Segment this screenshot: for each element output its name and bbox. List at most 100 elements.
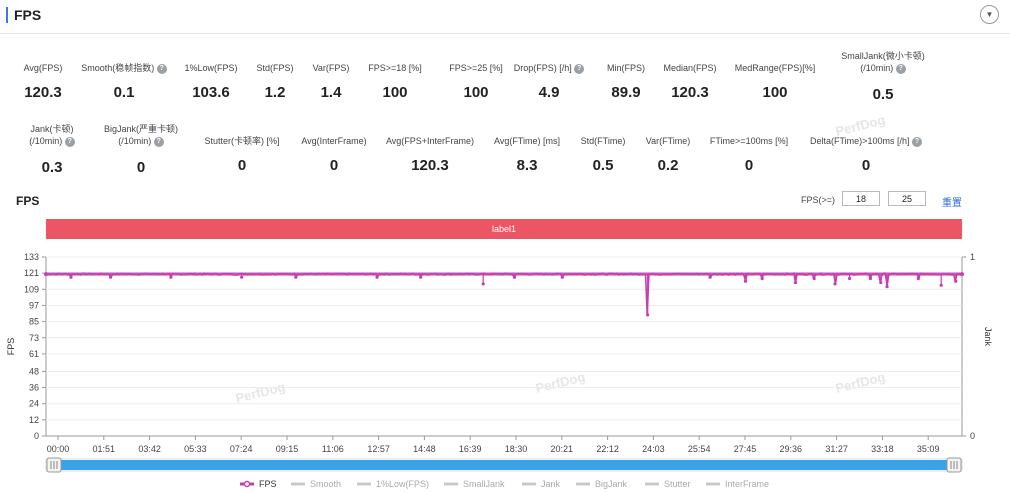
fps-dip-point (743, 279, 748, 283)
y2-axis-title: Jank (983, 327, 993, 347)
metric-label: Min(FPS) (607, 63, 645, 73)
y-tick-label: 121 (24, 268, 39, 278)
fps-dip-point (868, 276, 873, 281)
metric-delta-ftime-100ms-h: Delta(FTime)>100ms [/h] ? 0 (806, 135, 926, 174)
y-tick-label: 133 (24, 252, 39, 262)
fps-dip-point (419, 275, 423, 279)
help-icon[interactable]: ? (153, 136, 164, 147)
metric-std-ftime: Std(FTime) 0.5 (543, 135, 663, 174)
metric-value: 4.9 (538, 84, 560, 101)
metric-fps-25: FPS>=25 [%] 100 (416, 62, 536, 101)
metric-value: 0.5 (872, 86, 894, 103)
fps-dip-point (847, 276, 852, 281)
fps-series-end (960, 272, 964, 277)
chart-title: FPS (16, 194, 40, 208)
legend-item-smooth[interactable]: Smooth (310, 479, 341, 489)
label-band[interactable]: label1 (46, 219, 962, 239)
help-icon[interactable]: ? (911, 136, 922, 147)
metric-value: 1.4 (320, 84, 342, 101)
fps-series-band (46, 272, 962, 276)
panel-title: FPS (14, 7, 42, 23)
fps-dip-point (108, 275, 113, 279)
metric-value: 0 (744, 157, 754, 174)
metric-label: Drop(FPS) [/h] (513, 63, 572, 73)
metric-value: 8.3 (516, 157, 538, 174)
metric-smalljank: SmallJank(微小卡顿) (/10min) ? 0.5 (823, 50, 943, 103)
x-tick-label: 35:09 (917, 444, 940, 454)
metric-label: FPS>=25 [%] (449, 63, 503, 73)
fps-dip-point (954, 279, 958, 283)
fps-dip-point (69, 275, 73, 279)
metric-label: Jank(卡顿) (30, 124, 74, 134)
metric-label: Avg(FPS+InterFrame) (385, 136, 475, 146)
help-icon[interactable]: ? (156, 63, 167, 74)
legend-item-interframe[interactable]: InterFrame (725, 479, 769, 489)
help-icon[interactable]: ? (64, 136, 75, 147)
x-tick-label: 27:45 (734, 444, 757, 454)
x-tick-label: 33:18 (871, 444, 894, 454)
metric-value: 0.5 (592, 157, 614, 174)
metric-value: 0 (861, 157, 871, 174)
metric-label: Var(FTime) (645, 136, 691, 146)
legend-item-1-low-fps-[interactable]: 1%Low(FPS) (376, 479, 429, 489)
metric-1-low-fps: 1%Low(FPS) 103.6 (151, 62, 271, 101)
fps-dip-point (916, 276, 920, 281)
y2-tick-label: 0 (970, 431, 975, 441)
legend-item-jank[interactable]: Jank (541, 479, 561, 489)
metric-bigjank: BigJank(严重卡顿) (/10min) ? 0 (81, 123, 201, 176)
legend-marker[interactable] (243, 480, 251, 488)
range-slider-selection[interactable] (55, 460, 953, 470)
x-tick-label: 29:36 (780, 444, 803, 454)
legend-item-bigjank[interactable]: BigJank (595, 479, 628, 489)
metric-label: Avg(FPS) (23, 63, 63, 73)
legend-item-smalljank[interactable]: SmallJank (463, 479, 505, 489)
metric-label: Std(FTime) (580, 136, 626, 146)
x-tick-label: 16:39 (459, 444, 482, 454)
fps-threshold-input-1[interactable] (842, 191, 880, 206)
metric-value: 0 (329, 157, 339, 174)
fps-dip-point (812, 276, 816, 281)
metric-value: 103.6 (192, 84, 230, 101)
legend-item-fps[interactable]: FPS (259, 479, 277, 489)
x-tick-label: 07:24 (230, 444, 253, 454)
metric-var-fps: Var(FPS) 1.4 (271, 62, 391, 101)
fps-dip-point (240, 275, 244, 279)
fps-dip-point (512, 275, 517, 279)
metric-label: 1%Low(FPS) (184, 63, 238, 73)
y-tick-label: 61 (29, 349, 39, 359)
metric-label: Delta(FTime)>100ms [/h] (810, 136, 910, 146)
fps-dip-point (760, 276, 764, 281)
metric-value: 100 (382, 84, 408, 101)
y-tick-label: 36 (29, 383, 39, 393)
fps-threshold-input-2[interactable] (888, 191, 926, 206)
x-tick-label: 09:15 (276, 444, 299, 454)
fps-dip-point (793, 280, 798, 285)
metric-label: MedRange(FPS)[%] (734, 63, 816, 73)
metric-ftime-100ms: FTime>=100ms [%] 0 (689, 135, 809, 174)
metric-value: 120.3 (24, 84, 62, 101)
metric-smooth: Smooth(稳帧指数) ? 0.1 (64, 62, 184, 101)
legend-item-stutter[interactable]: Stutter (664, 479, 691, 489)
collapse-toggle-icon[interactable]: ▼ (980, 5, 999, 24)
metric-value: 1.2 (264, 84, 286, 101)
x-tick-label: 05:33 (184, 444, 207, 454)
x-tick-label: 22:12 (596, 444, 619, 454)
header-accent-bar (6, 7, 8, 23)
fps-dip-point (169, 275, 173, 279)
metric-label: FPS>=18 [%] (368, 63, 422, 73)
metric-avg-fps: Avg(FPS) 120.3 (0, 62, 103, 101)
fps-dip-point (879, 280, 883, 285)
metric-value: 0.2 (657, 157, 679, 174)
metric-value: 120.3 (671, 84, 709, 101)
help-icon[interactable]: ? (895, 63, 906, 74)
reset-button[interactable]: 重置 (942, 198, 962, 209)
metric-stutter: Stutter(卡顿率) [%] 0 (182, 135, 302, 174)
metric-std-fps: Std(FPS) 1.2 (215, 62, 335, 101)
metric-min-fps: Min(FPS) 89.9 (566, 62, 686, 101)
y-tick-label: 0 (34, 431, 39, 441)
x-tick-label: 03:42 (138, 444, 161, 454)
help-icon[interactable]: ? (574, 63, 585, 74)
x-tick-label: 31:27 (825, 444, 848, 454)
metric-label: BigJank(严重卡顿) (103, 124, 178, 134)
